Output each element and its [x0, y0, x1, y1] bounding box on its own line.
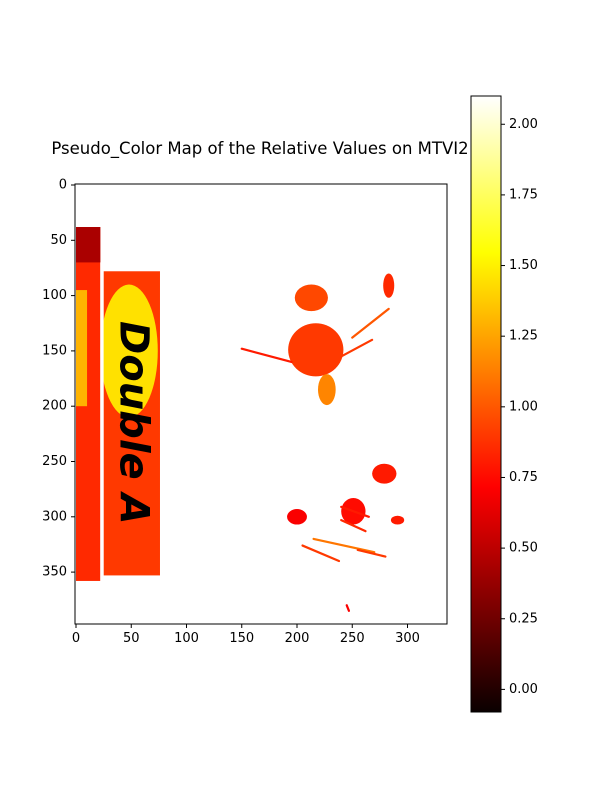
x-tick-label: 0 — [72, 631, 80, 646]
x-tick-label: 100 — [174, 631, 199, 646]
colorbar-tick-label: 1.25 — [509, 329, 538, 344]
heat-streak — [340, 338, 374, 358]
colorbar-tick-label: 1.75 — [509, 187, 538, 202]
heat-region-leaf-b — [288, 323, 344, 377]
heatmap-image: Double A — [76, 227, 405, 612]
colorbar-tick-label: 0.50 — [509, 541, 538, 556]
y-tick-label: 0 — [59, 178, 67, 193]
y-tick-label: 150 — [42, 343, 67, 358]
heat-region-leaf-g — [287, 509, 307, 525]
heat-streak — [356, 548, 387, 558]
heat-region-leaf-c — [317, 374, 336, 406]
heat-region-package-bright — [100, 284, 158, 418]
heat-streak — [312, 537, 376, 554]
x-tick-label: 150 — [229, 631, 254, 646]
package-gap — [100, 262, 104, 581]
heat-region-leaf-d — [383, 273, 395, 298]
y-tick-label: 350 — [42, 565, 67, 580]
colorbar-tick-label: 1.00 — [509, 399, 538, 414]
x-tick-label: 50 — [123, 631, 140, 646]
colorbar-axis: 0.00 0.25 0.50 0.75 1.00 1.25 1.50 1.75 2.00 — [501, 117, 538, 697]
y-tick-label: 200 — [42, 399, 67, 414]
colorbar-tick-label: 2.00 — [509, 117, 538, 132]
heat-region-leaf-h — [390, 515, 405, 525]
y-tick-label: 50 — [50, 233, 67, 248]
x-axis: 0 50 100 150 200 250 300 — [72, 624, 420, 646]
colorbar — [470, 95, 502, 713]
y-tick-label: 300 — [42, 509, 67, 524]
plot-frame — [74, 183, 448, 625]
heat-streak — [240, 347, 293, 364]
x-tick-label: 250 — [340, 631, 365, 646]
y-tick-label: 100 — [42, 288, 67, 303]
colorbar-tick-label: 0.75 — [509, 470, 538, 485]
heat-streak — [340, 505, 370, 518]
colorbar-tick-label: 0.00 — [509, 682, 538, 697]
heat-region-leaf-e — [372, 463, 397, 484]
heat-streak — [351, 307, 390, 339]
chart-title: Pseudo_Color Map of the Relative Values … — [51, 139, 468, 159]
heat-region-left-strip-bright — [76, 290, 88, 407]
package-lettering: Double A — [110, 321, 156, 525]
heat-streak — [345, 604, 351, 612]
heat-streak — [301, 544, 341, 563]
heat-region-leaf-a — [294, 284, 328, 312]
colorbar-tick-label: 0.25 — [509, 611, 538, 626]
x-tick-label: 200 — [285, 631, 310, 646]
heat-region-left-strip-top — [76, 227, 101, 263]
y-tick-label: 250 — [42, 454, 67, 469]
heat-streak — [340, 519, 367, 533]
y-axis: 0 50 100 150 200 250 300 350 — [42, 178, 75, 580]
colorbar-tick-label: 1.50 — [509, 258, 538, 273]
x-tick-label: 300 — [395, 631, 420, 646]
